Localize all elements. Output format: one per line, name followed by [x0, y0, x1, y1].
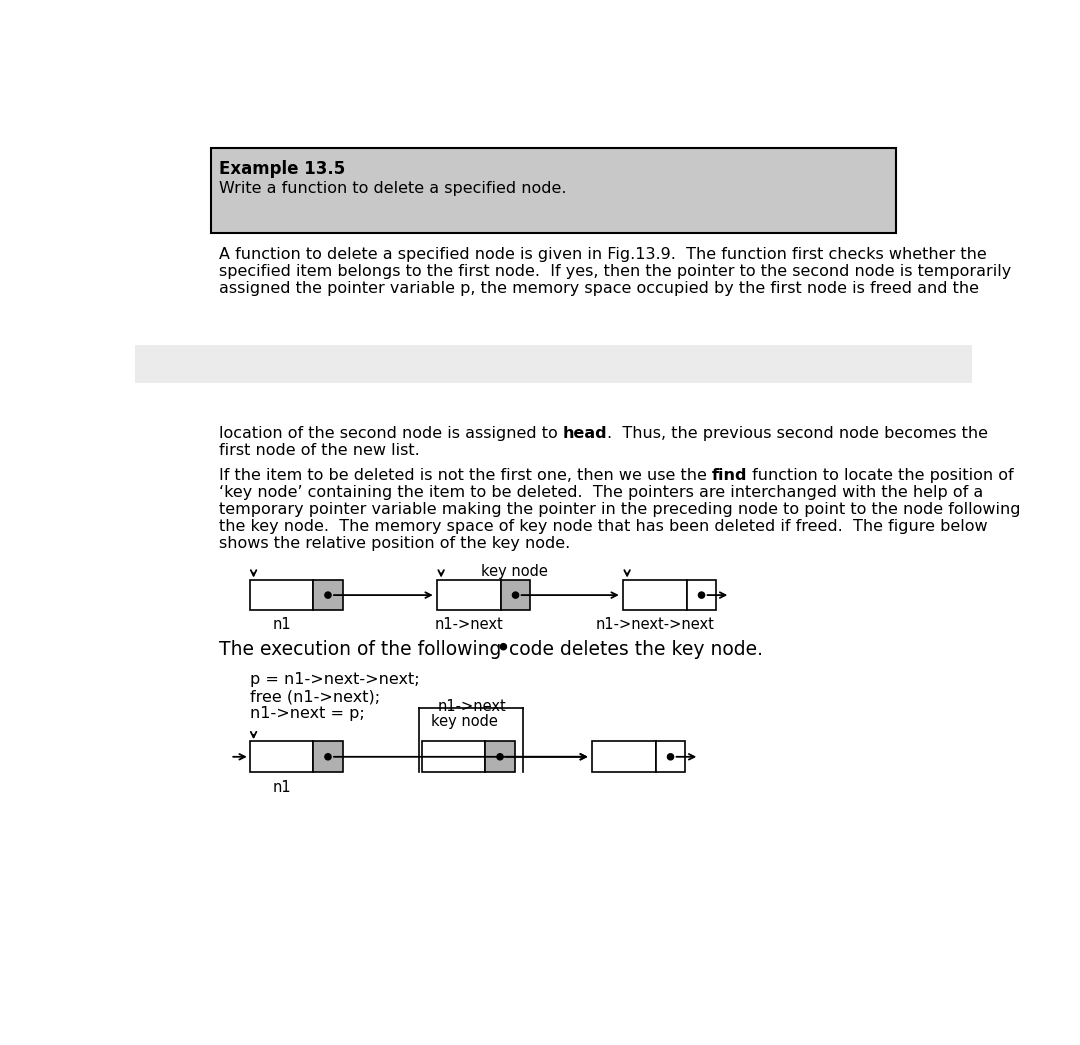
Text: shows the relative position of the key node.: shows the relative position of the key n… — [218, 536, 570, 551]
Text: find: find — [712, 468, 747, 483]
Text: location of the second node is assigned to: location of the second node is assigned … — [218, 425, 563, 441]
Circle shape — [667, 753, 674, 760]
Bar — [313, 741, 342, 772]
Text: A function to delete a specified node is given in Fig.13.9.  The function first : A function to delete a specified node is… — [218, 247, 986, 262]
Text: If the item to be deleted is not the first one, then we use the: If the item to be deleted is not the fir… — [218, 468, 712, 483]
Bar — [249, 741, 313, 772]
Text: Write a function to delete a specified node.: Write a function to delete a specified n… — [218, 181, 566, 195]
Bar — [623, 580, 687, 610]
Text: n1->next = p;: n1->next = p; — [249, 706, 364, 721]
Text: key node: key node — [431, 715, 498, 729]
Circle shape — [497, 753, 503, 760]
Bar — [249, 580, 313, 610]
Text: The execution of the following: The execution of the following — [218, 640, 501, 658]
Text: n1->next->next: n1->next->next — [595, 617, 715, 631]
Text: free (n1->next);: free (n1->next); — [249, 689, 380, 704]
Text: n1: n1 — [272, 617, 291, 631]
Circle shape — [325, 593, 332, 598]
Text: specified item belongs to the first node.  If yes, then the pointer to the secon: specified item belongs to the first node… — [218, 264, 1011, 279]
Circle shape — [325, 753, 332, 760]
Bar — [485, 741, 515, 772]
Text: n1->next: n1->next — [437, 699, 507, 714]
Bar — [211, 148, 896, 233]
Text: n1->next: n1->next — [434, 617, 503, 631]
Text: the key node.  The memory space of key node that has been deleted if freed.  The: the key node. The memory space of key no… — [218, 519, 987, 534]
Text: .  Thus, the previous second node becomes the: . Thus, the previous second node becomes… — [607, 425, 988, 441]
Text: code deletes the key node.: code deletes the key node. — [509, 640, 762, 658]
Text: n1: n1 — [272, 780, 291, 795]
Circle shape — [699, 593, 704, 598]
Bar — [501, 580, 530, 610]
Circle shape — [500, 644, 507, 650]
Text: p = n1->next->next;: p = n1->next->next; — [249, 672, 419, 688]
Bar — [592, 741, 656, 772]
Text: key node: key node — [482, 564, 549, 579]
Bar — [656, 741, 685, 772]
Text: function to locate the position of: function to locate the position of — [747, 468, 1014, 483]
Text: Example 13.5: Example 13.5 — [218, 160, 345, 178]
Bar — [437, 580, 501, 610]
Text: assigned the pointer variable p, the memory space occupied by the first node is : assigned the pointer variable p, the mem… — [218, 281, 978, 296]
Text: ‘key node’ containing the item to be deleted.  The pointers are interchanged wit: ‘key node’ containing the item to be del… — [218, 485, 983, 500]
Text: head: head — [563, 425, 607, 441]
Circle shape — [512, 593, 518, 598]
Bar — [135, 345, 972, 384]
Text: temporary pointer variable making the pointer in the preceding node to point to : temporary pointer variable making the po… — [218, 502, 1021, 517]
Bar — [687, 580, 716, 610]
Bar — [313, 580, 342, 610]
Text: first node of the new list.: first node of the new list. — [218, 443, 419, 458]
Bar — [422, 741, 485, 772]
